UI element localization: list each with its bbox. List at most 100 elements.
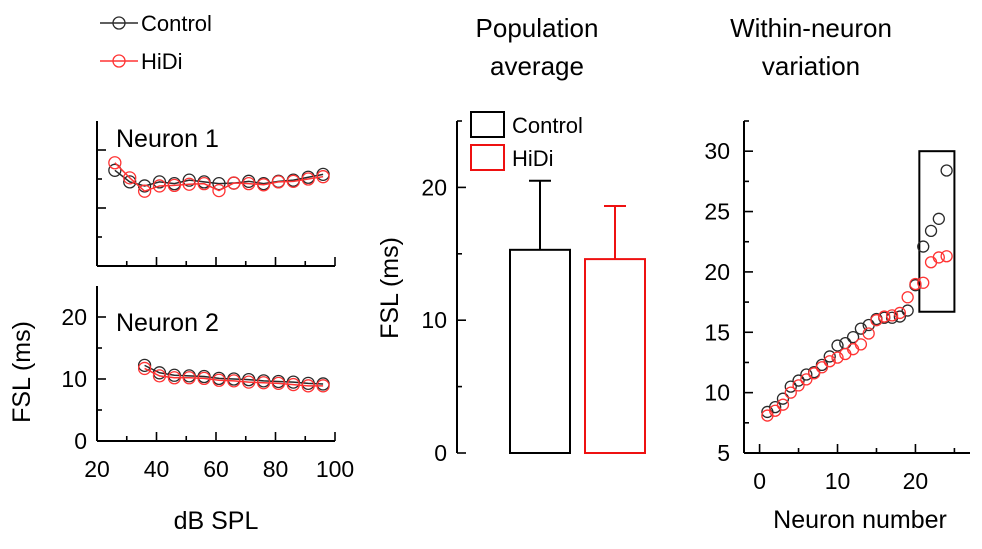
ytick-label: 30 xyxy=(704,138,730,164)
point-hidi xyxy=(256,376,271,390)
population-panel: Population average 0 10 20 FSL (ms) Contro… xyxy=(376,13,646,466)
point-hidi xyxy=(271,376,286,390)
point-hidi xyxy=(286,377,301,392)
point-control xyxy=(932,212,945,225)
point-control xyxy=(108,163,122,177)
point-hidi xyxy=(212,183,226,198)
point-hidi xyxy=(769,404,782,417)
legend-hidi-marker xyxy=(112,54,126,68)
point-hidi xyxy=(197,371,211,386)
point-control xyxy=(212,176,226,191)
point-hidi xyxy=(271,175,286,189)
ytick-label: 0 xyxy=(74,428,87,454)
point-control xyxy=(823,350,836,363)
point-hidi xyxy=(885,309,899,322)
population-legend: Control HiDi xyxy=(470,111,583,171)
point-control xyxy=(901,304,914,317)
within-ticks: 5 10 15 20 25 30 0 10 20 xyxy=(704,120,956,494)
point-hidi xyxy=(197,176,211,191)
series-line-control xyxy=(144,364,324,385)
ytick-label: 10 xyxy=(421,307,447,333)
point-hidi xyxy=(823,355,836,368)
point-control xyxy=(846,330,860,344)
point-control xyxy=(800,368,813,381)
point-hidi xyxy=(137,184,152,198)
ytick-label: 15 xyxy=(704,319,730,345)
point-hidi xyxy=(167,178,182,193)
xtick-label: 80 xyxy=(263,456,289,482)
neuron1-marks xyxy=(108,156,330,198)
point-hidi xyxy=(800,373,813,386)
xtick-label: 100 xyxy=(316,456,354,482)
legend-bar-control-swatch xyxy=(470,111,505,138)
neuron1-panel: Neuron 1 xyxy=(96,121,336,267)
point-hidi xyxy=(182,177,196,191)
highlight-box xyxy=(918,150,956,313)
point-control xyxy=(839,336,852,350)
point-hidi xyxy=(807,367,821,380)
neuron2-x-label: dB SPL xyxy=(174,507,259,535)
series-line-hidi xyxy=(144,367,324,387)
point-hidi xyxy=(152,369,167,383)
point-hidi xyxy=(301,379,315,393)
point-hidi xyxy=(909,277,922,291)
neuron1-ticks xyxy=(96,149,336,267)
point-control xyxy=(123,175,137,189)
legend-bar-hidi-swatch xyxy=(470,144,505,171)
point-control xyxy=(769,400,782,414)
point-hidi xyxy=(901,291,914,304)
ytick-label: 25 xyxy=(704,199,730,225)
point-hidi xyxy=(137,361,152,376)
point-hidi xyxy=(212,373,226,387)
neuron2-title: Neuron 2 xyxy=(116,309,219,337)
point-control xyxy=(924,224,938,238)
xtick-label: 20 xyxy=(903,468,929,494)
point-hidi xyxy=(286,174,301,188)
within-title-line1: Within-neuron xyxy=(730,13,892,43)
point-control xyxy=(885,311,899,324)
point-hidi xyxy=(316,170,330,184)
legend-bar-control-label: Control xyxy=(512,113,583,138)
xtick-label: 60 xyxy=(203,456,229,482)
legend-hidi-label: HiDi xyxy=(141,49,183,74)
legend-control-marker xyxy=(112,16,126,30)
xtick-label: 20 xyxy=(84,456,110,482)
point-control xyxy=(792,374,805,387)
ytick-label: 20 xyxy=(61,304,87,330)
point-control xyxy=(182,173,196,187)
population-title-line1: Population xyxy=(476,13,599,43)
ytick-label: 20 xyxy=(421,174,447,200)
ytick-label: 5 xyxy=(717,440,730,466)
point-hidi xyxy=(792,379,805,392)
population-ticks: 0 10 20 xyxy=(421,120,466,466)
point-control xyxy=(917,240,930,253)
ytick-label: 0 xyxy=(434,440,447,466)
neuron2-y-label: FSL (ms) xyxy=(8,321,36,423)
point-hidi xyxy=(932,251,945,264)
point-control xyxy=(784,380,797,393)
point-control xyxy=(831,339,844,352)
ytick-label: 10 xyxy=(704,380,730,406)
point-hidi xyxy=(815,361,829,374)
point-hidi xyxy=(776,398,790,411)
xtick-label: 10 xyxy=(825,468,851,494)
point-hidi xyxy=(227,176,241,190)
population-title-line2: average xyxy=(490,51,584,81)
series-line-control xyxy=(114,169,324,187)
point-hidi xyxy=(878,310,891,323)
point-hidi xyxy=(167,371,182,385)
xtick-label: 40 xyxy=(144,456,170,482)
neuron2-marks xyxy=(137,358,330,393)
ytick-label: 10 xyxy=(61,366,87,392)
bar-hidi xyxy=(584,258,646,454)
point-control xyxy=(137,358,152,373)
point-hidi xyxy=(917,276,930,289)
within-title-line2: variation xyxy=(762,51,860,81)
point-control xyxy=(776,392,790,405)
point-hidi xyxy=(831,351,844,364)
population-marks xyxy=(509,179,646,454)
xtick-label: 0 xyxy=(753,468,766,494)
point-hidi xyxy=(784,386,797,399)
legend-left: Control HiDi xyxy=(100,11,212,74)
